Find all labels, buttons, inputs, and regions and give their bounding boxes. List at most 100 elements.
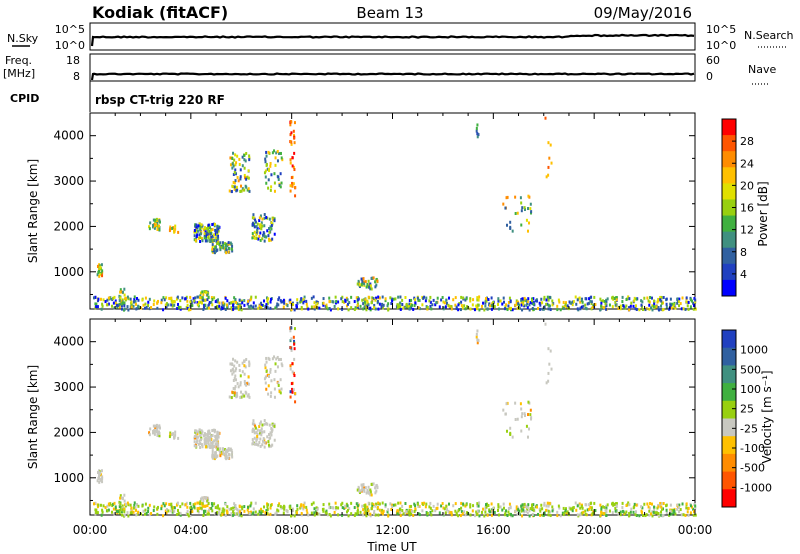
power-point <box>396 303 399 307</box>
power-point <box>219 246 222 250</box>
power-point <box>343 300 346 304</box>
velocity-point <box>148 433 151 437</box>
power-point <box>497 307 500 311</box>
power-point <box>268 217 271 221</box>
velocity-point <box>210 437 213 441</box>
power-point <box>197 236 200 240</box>
velocity-point <box>367 501 370 505</box>
power-point <box>185 306 188 310</box>
power-point <box>292 165 295 169</box>
velocity-point <box>628 503 631 507</box>
velocity-point <box>253 422 256 426</box>
velocity-point <box>599 503 602 507</box>
velocity-point <box>253 442 256 446</box>
power-point <box>662 296 665 300</box>
velocity-point <box>507 510 510 514</box>
velocity-point <box>279 505 282 509</box>
velocity-point <box>293 347 296 351</box>
velocity-point <box>593 501 596 505</box>
power-point <box>231 156 234 160</box>
velocity-point <box>476 341 479 345</box>
power-point <box>692 307 695 311</box>
velocity-point <box>189 514 192 518</box>
velocity-point <box>204 504 207 508</box>
velocity-point <box>135 513 138 517</box>
power-point <box>219 244 222 248</box>
power-point <box>243 158 246 162</box>
power-point <box>475 129 478 133</box>
power-point <box>249 298 252 302</box>
power-point <box>673 303 676 307</box>
colorbar-tick-label: 500 <box>740 363 761 376</box>
power-point <box>409 305 412 309</box>
power-point <box>203 290 206 294</box>
velocity-point <box>274 512 277 516</box>
velocity-point <box>591 512 594 516</box>
velocity-point <box>170 509 173 513</box>
velocity-point <box>569 507 572 511</box>
velocity-point <box>316 508 319 512</box>
power-point <box>263 235 266 239</box>
velocity-point <box>329 514 332 518</box>
colorbar-tick-label: 28 <box>740 135 754 148</box>
velocity-point <box>247 375 250 379</box>
power-point <box>313 305 316 309</box>
power-point <box>408 307 411 311</box>
velocity-point <box>121 508 124 512</box>
velocity-point <box>169 503 172 507</box>
velocity-point <box>508 502 511 506</box>
velocity-point <box>290 326 293 330</box>
velocity-panel <box>89 318 696 516</box>
power-point <box>684 307 687 311</box>
velocity-point <box>206 512 209 516</box>
power-point <box>269 306 272 310</box>
velocity-point <box>633 502 636 506</box>
velocity-point <box>523 510 526 514</box>
power-point <box>599 297 602 301</box>
power-point <box>528 308 531 312</box>
velocity-point <box>225 457 228 461</box>
velocity-point <box>113 512 116 516</box>
power-point <box>530 298 533 302</box>
power-point <box>633 296 636 300</box>
velocity-point <box>528 509 531 513</box>
velocity-point <box>394 503 397 507</box>
freq-trace <box>90 72 695 81</box>
velocity-point <box>356 488 359 492</box>
velocity-point <box>262 437 265 441</box>
power-point <box>381 295 384 299</box>
power-point <box>232 180 235 184</box>
power-point <box>202 298 205 302</box>
power-point <box>281 158 284 162</box>
power-point <box>466 305 469 309</box>
velocity-point <box>521 412 524 416</box>
velocity-point <box>152 509 155 513</box>
power-point <box>448 304 451 308</box>
velocity-point <box>594 508 597 512</box>
power-point <box>214 228 217 232</box>
velocity-point <box>581 506 584 510</box>
power-point <box>662 307 665 311</box>
power-point <box>545 302 548 306</box>
velocity-point <box>578 502 581 506</box>
velocity-point <box>221 452 224 456</box>
power-point <box>374 298 377 302</box>
velocity-point <box>372 482 375 486</box>
power-point <box>442 300 445 304</box>
velocity-point <box>117 510 120 514</box>
velocity-point <box>640 505 643 509</box>
velocity-point <box>654 511 657 515</box>
velocity-point <box>115 509 118 513</box>
velocity-point <box>270 379 273 383</box>
power-point <box>363 305 366 309</box>
velocity-point <box>114 505 117 509</box>
velocity-point <box>197 430 200 434</box>
velocity-point <box>102 504 105 508</box>
velocity-point <box>293 357 296 361</box>
power-point <box>155 217 158 221</box>
power-point <box>543 305 546 309</box>
power-point <box>350 306 353 310</box>
velocity-point <box>224 448 227 452</box>
power-point <box>148 307 151 311</box>
power-point <box>617 307 620 311</box>
